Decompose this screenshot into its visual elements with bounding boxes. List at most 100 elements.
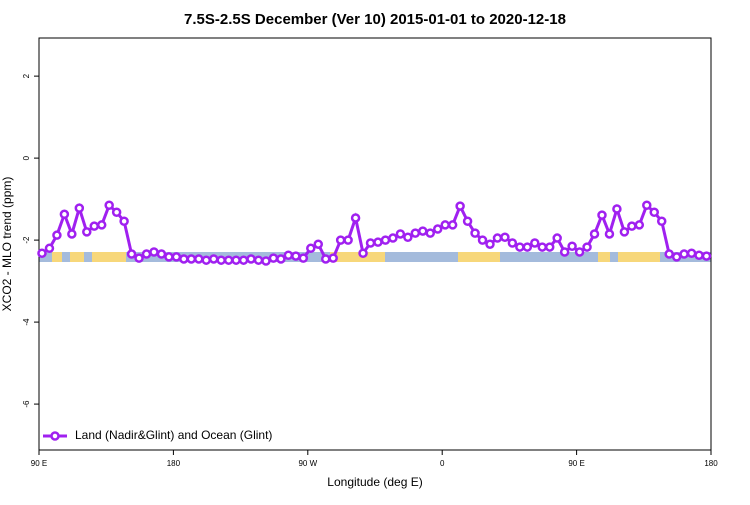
data-point (179, 254, 189, 264)
data-point (552, 233, 562, 243)
data-point (104, 200, 114, 211)
data-point (642, 200, 652, 211)
data-point (664, 249, 674, 259)
data-point (194, 254, 204, 264)
data-point (313, 239, 324, 249)
data-point (186, 254, 197, 264)
data-point (485, 239, 495, 249)
data-point (694, 250, 704, 261)
y-tick-label: -2 (22, 236, 31, 244)
data-point (149, 247, 159, 257)
x-tick-label: 180 (704, 459, 718, 468)
legend-label: Land (Nadir&Glint) and Ocean (Glint) (75, 428, 272, 442)
data-point (604, 229, 615, 239)
data-point (96, 220, 107, 230)
data-point (447, 220, 458, 230)
data-point (544, 242, 555, 252)
data-point (462, 216, 473, 226)
data-point (67, 229, 77, 239)
data-point (597, 210, 607, 220)
data-point (350, 213, 361, 223)
data-point (679, 249, 689, 259)
data-point (403, 232, 413, 242)
data-point (201, 255, 212, 265)
plot-frame (38, 37, 712, 451)
data-point (141, 249, 152, 259)
data-point (44, 243, 55, 254)
data-point (649, 207, 660, 217)
data-point (164, 252, 174, 262)
data-point (365, 238, 376, 248)
data-point (515, 242, 525, 252)
y-tick-label: -6 (22, 400, 31, 408)
data-point (380, 235, 391, 245)
data-point (440, 220, 450, 230)
data-point (171, 252, 182, 262)
data-point (291, 251, 301, 261)
data-point (134, 253, 144, 263)
data-point (373, 237, 383, 247)
data-point (126, 249, 137, 259)
data-point (686, 248, 697, 258)
data-point (627, 221, 637, 231)
data-point (455, 201, 465, 211)
data-point (530, 238, 540, 248)
data-point (701, 251, 712, 261)
data-point (559, 247, 570, 257)
data-point (59, 209, 70, 220)
data-point (358, 248, 368, 258)
data-point (231, 255, 241, 265)
data-point (335, 235, 346, 245)
data-point (238, 255, 249, 265)
data-point (656, 216, 667, 226)
data-point (298, 253, 309, 263)
data-point (208, 254, 219, 264)
x-axis-label: Longitude (deg E) (327, 475, 422, 489)
data-point (425, 228, 436, 238)
chart-title: 7.5S-2.5S December (Ver 10) 2015-01-01 t… (184, 11, 566, 28)
y-axis-label: XCO2 - MLO trend (ppm) (0, 177, 14, 312)
data-point (410, 228, 421, 238)
data-point (507, 238, 518, 248)
data-point (261, 256, 271, 266)
data-point (589, 229, 600, 239)
data-point (328, 253, 338, 263)
surface-strip (39, 252, 711, 262)
data-point (671, 252, 682, 262)
x-tick-label: 180 (167, 459, 181, 468)
data-point (619, 227, 630, 237)
data-point (477, 235, 488, 245)
data-point (276, 254, 286, 264)
data-point (343, 235, 353, 245)
data-point (388, 233, 398, 243)
data-point (306, 243, 316, 254)
data-point (634, 220, 645, 230)
data-point (574, 247, 585, 257)
data-point (500, 232, 510, 242)
data-point (492, 233, 503, 243)
data-point (223, 255, 234, 265)
data-point (522, 242, 533, 252)
x-tick-label: 90 E (568, 459, 584, 468)
y-tick-label: -4 (22, 318, 31, 326)
data-point (111, 207, 122, 217)
data-point (246, 254, 256, 264)
legend-marker (50, 431, 60, 441)
data-point (82, 227, 92, 237)
y-tick-label: 0 (22, 155, 31, 160)
x-tick-label: 0 (440, 459, 445, 468)
data-point (253, 255, 264, 265)
data-point (52, 230, 62, 240)
data-point (216, 255, 226, 265)
data-point (268, 253, 279, 263)
data-point (74, 203, 85, 213)
data-point (537, 242, 548, 252)
data-point (37, 248, 47, 258)
data-point (432, 224, 443, 234)
data-point (156, 249, 167, 259)
data-point (612, 204, 622, 214)
data-point (395, 229, 406, 239)
data-point (470, 228, 480, 238)
x-tick-label: 90 W (298, 459, 317, 468)
